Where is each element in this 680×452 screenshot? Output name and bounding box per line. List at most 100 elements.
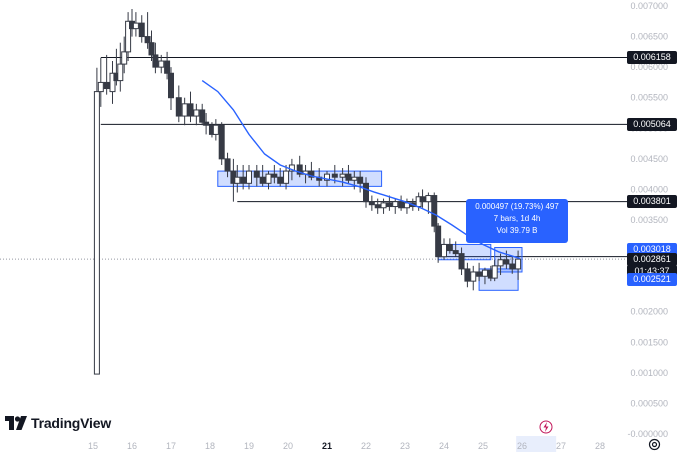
candle-body xyxy=(132,22,139,30)
x-tick-label: 15 xyxy=(88,441,98,451)
candle-body xyxy=(503,259,510,265)
candle-body xyxy=(121,51,128,65)
tooltip-line3: Vol 39.79 B xyxy=(496,226,538,235)
candle-body xyxy=(93,91,100,375)
x-tick-label: 21 xyxy=(322,441,332,451)
y-tick-label: 0.001500 xyxy=(630,337,668,347)
candle-body xyxy=(470,271,477,282)
y-tick-label: 0.001000 xyxy=(630,368,668,378)
candle-body xyxy=(446,243,453,252)
candle-body xyxy=(117,63,124,82)
candle-body xyxy=(345,173,352,181)
candle-body xyxy=(203,121,210,126)
candle-body xyxy=(476,271,483,277)
candle-body xyxy=(152,54,159,68)
x-axis: 15 16 17 18 19 20 21 22 23 24 25 26 27 28 xyxy=(88,436,605,452)
y-tick-label: 0.006000 xyxy=(630,62,668,72)
y-tick-label: 0.003500 xyxy=(630,215,668,225)
candle-body xyxy=(509,263,516,270)
candle-body xyxy=(331,173,338,178)
candle-body xyxy=(181,103,188,117)
x-tick-label: 26 xyxy=(517,441,527,451)
candle-body xyxy=(374,204,381,209)
candle-body xyxy=(168,72,174,99)
candle-body xyxy=(452,250,459,255)
candle-body xyxy=(458,253,465,270)
candle-body xyxy=(425,195,432,203)
candle-body xyxy=(265,173,272,184)
candle-body xyxy=(259,176,266,184)
candle-body xyxy=(148,42,155,56)
candle-body xyxy=(363,182,369,203)
y-tick-label: 0.005500 xyxy=(630,93,668,103)
price-label: 0.003801 xyxy=(627,195,677,209)
x-tick-label: 22 xyxy=(361,441,371,451)
candle-body xyxy=(398,201,405,209)
candle-body xyxy=(441,243,447,258)
y-tick-label: 0.006500 xyxy=(630,32,668,42)
candle-body xyxy=(515,258,522,270)
measure-tooltip: 0.000497 (19.73%) 497 7 bars, 1d 4h Vol … xyxy=(466,199,568,243)
candle-body xyxy=(246,170,252,184)
candle-body xyxy=(368,201,375,206)
x-tick-label: 23 xyxy=(400,441,410,451)
x-tick-label: 17 xyxy=(166,441,176,451)
tooltip-line2: 7 bars, 1d 4h xyxy=(493,214,541,223)
candle-body xyxy=(435,225,442,258)
candle-body xyxy=(158,60,165,68)
candle-body xyxy=(240,176,247,184)
candle-body xyxy=(271,173,278,178)
x-tick-label: 25 xyxy=(478,441,488,451)
candle-body xyxy=(199,109,206,123)
candle-body xyxy=(138,22,145,38)
candle-body xyxy=(431,195,438,227)
candle-body xyxy=(481,269,488,277)
y-tick-label: 0.004000 xyxy=(630,184,668,194)
candle-body xyxy=(357,176,364,184)
candle-body xyxy=(339,173,346,178)
tradingview-logo[interactable]: TradingView xyxy=(5,415,111,431)
lightning-icon[interactable] xyxy=(539,420,553,434)
y-tick-label: -0.000000 xyxy=(627,429,668,439)
candle-body xyxy=(97,81,104,93)
candle-body xyxy=(164,60,171,74)
candles xyxy=(93,9,522,375)
candle-body xyxy=(464,268,471,282)
x-tick-label: 16 xyxy=(127,441,137,451)
candle-body xyxy=(380,202,387,209)
candle-body xyxy=(175,97,182,117)
candle-body xyxy=(277,176,284,184)
candle-body xyxy=(392,201,399,208)
x-tick-label: 28 xyxy=(595,441,605,451)
tradingview-logo-icon xyxy=(5,416,27,430)
candle-body xyxy=(224,158,231,172)
candle-body xyxy=(386,202,393,208)
logo-text: TradingView xyxy=(31,415,112,431)
y-axis: 0.0070000.0065000.0060000.0055000.005000… xyxy=(627,1,668,439)
candle-body xyxy=(419,196,426,203)
price-label: 0.002521 xyxy=(627,273,677,287)
price-label: 0.005064 xyxy=(627,117,677,131)
x-tick-label: 24 xyxy=(439,441,449,451)
candle-body xyxy=(103,81,110,90)
settings-gear-icon[interactable] xyxy=(648,438,661,451)
candle-body xyxy=(193,109,200,117)
candle-body xyxy=(234,176,241,184)
candle-body xyxy=(253,170,260,178)
y-tick-label: 0.000500 xyxy=(630,398,668,408)
x-tick-label: 27 xyxy=(556,441,566,451)
candle-body xyxy=(218,124,225,160)
x-tick-label: 18 xyxy=(205,441,215,451)
y-tick-label: 0.007000 xyxy=(630,1,668,11)
y-tick-label: 0.004500 xyxy=(630,154,668,164)
candle-body xyxy=(296,164,303,175)
candle-body xyxy=(351,176,358,181)
x-tick-label: 20 xyxy=(283,441,293,451)
x-cursor-band xyxy=(516,436,557,452)
candle-body xyxy=(212,124,219,135)
price-label: 0.006158 xyxy=(627,50,677,64)
x-tick-label: 19 xyxy=(244,441,254,451)
candle-body xyxy=(491,265,498,279)
